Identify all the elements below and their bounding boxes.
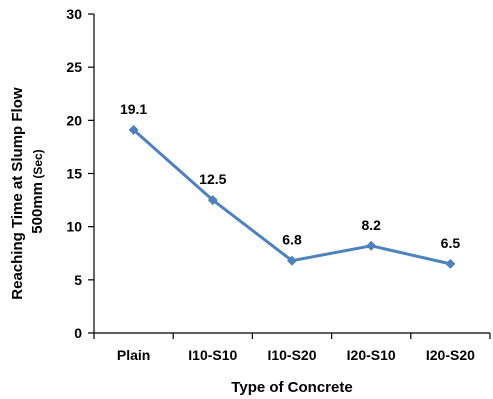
y-ticks: 0 5 10 15 20 25 30: [66, 6, 94, 341]
y-axis-title-line1: Reaching Time at Slump Flow: [9, 87, 26, 300]
data-label: 19.1: [120, 101, 147, 117]
data-point-marker: [366, 240, 377, 251]
y-tick-label: 30: [66, 6, 82, 22]
series-group: [128, 124, 456, 269]
data-point-marker: [445, 258, 456, 269]
y-axis-title-line2: 500mm (Sec): [29, 149, 46, 233]
y-tick-label: 25: [66, 59, 82, 75]
y-tick-label: 20: [66, 112, 82, 128]
y-tick-label: 5: [74, 272, 82, 288]
y-tick-label: 15: [66, 166, 82, 182]
data-labels: 19.1 12.5 6.8 8.2 6.5: [120, 101, 460, 251]
x-axis-title: Type of Concrete: [231, 379, 352, 396]
x-tick-label: I10-S20: [267, 347, 316, 363]
y-tick-label: 10: [66, 219, 82, 235]
data-point-marker: [207, 195, 218, 206]
y-tick-label: 0: [74, 325, 82, 341]
axes: [93, 14, 490, 334]
x-tick-label: I10-S10: [188, 347, 237, 363]
data-label: 12.5: [199, 171, 226, 187]
x-tick-label: Plain: [117, 347, 150, 363]
data-label: 6.8: [282, 232, 302, 248]
data-point-marker: [287, 255, 297, 266]
y-axis-title-main: 500mm: [29, 182, 46, 234]
data-point-marker: [128, 124, 139, 135]
y-axis-title: Reaching Time at Slump Flow 500mm (Sec): [9, 83, 46, 299]
data-label: 8.2: [361, 217, 381, 233]
x-ticks: Plain I10-S10 I10-S20 I20-S10 I20-S20: [93, 333, 491, 363]
x-tick-label: I20-S20: [426, 347, 475, 363]
x-tick-label: I20-S10: [347, 347, 396, 363]
y-axis-title-unit: (Sec): [31, 149, 45, 182]
data-label: 6.5: [441, 235, 461, 251]
